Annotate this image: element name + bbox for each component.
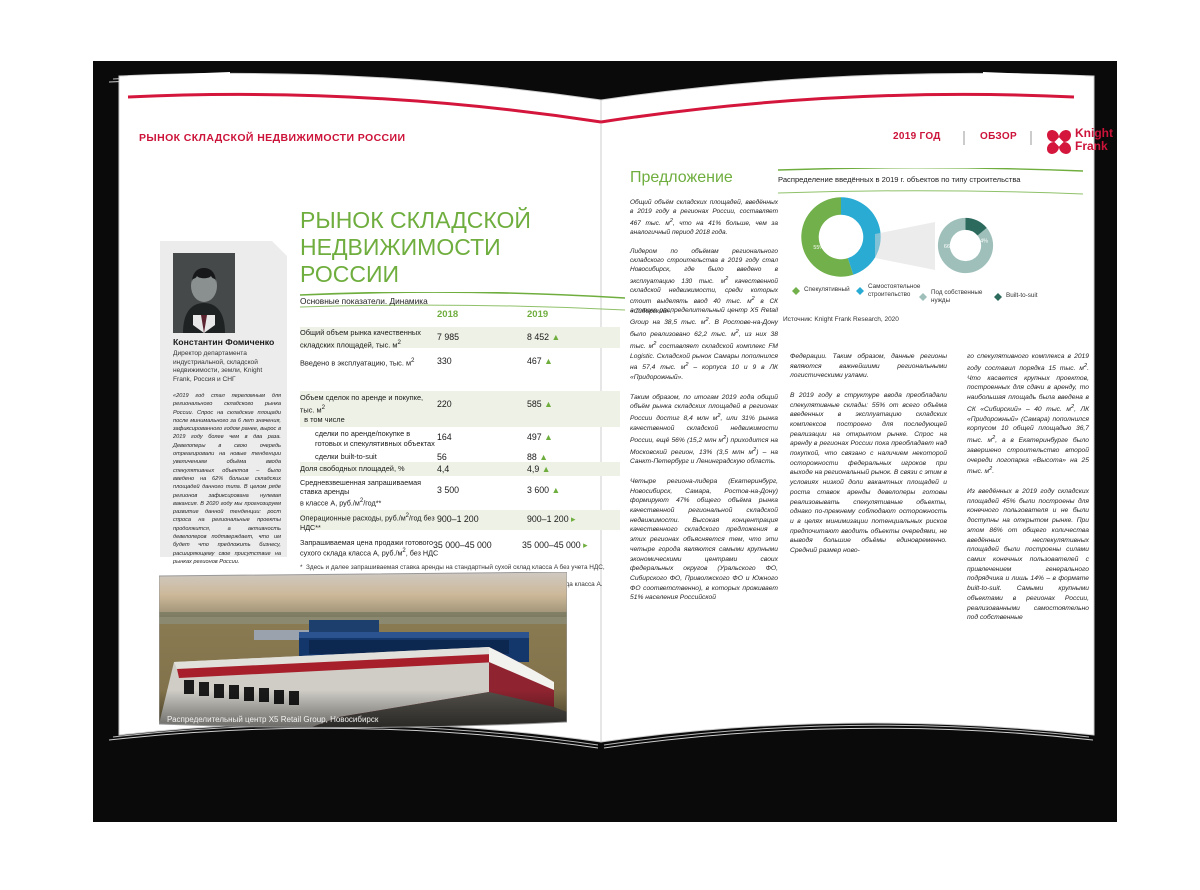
- svg-text:14%: 14%: [977, 238, 988, 244]
- svg-text:66%: 66%: [944, 244, 955, 250]
- svg-text:55%: 55%: [813, 245, 824, 251]
- svg-text:45%: 45%: [849, 235, 860, 241]
- svg-text:Распределительный центр X5 Ret: Распределительный центр X5 Retail Group,…: [167, 715, 379, 724]
